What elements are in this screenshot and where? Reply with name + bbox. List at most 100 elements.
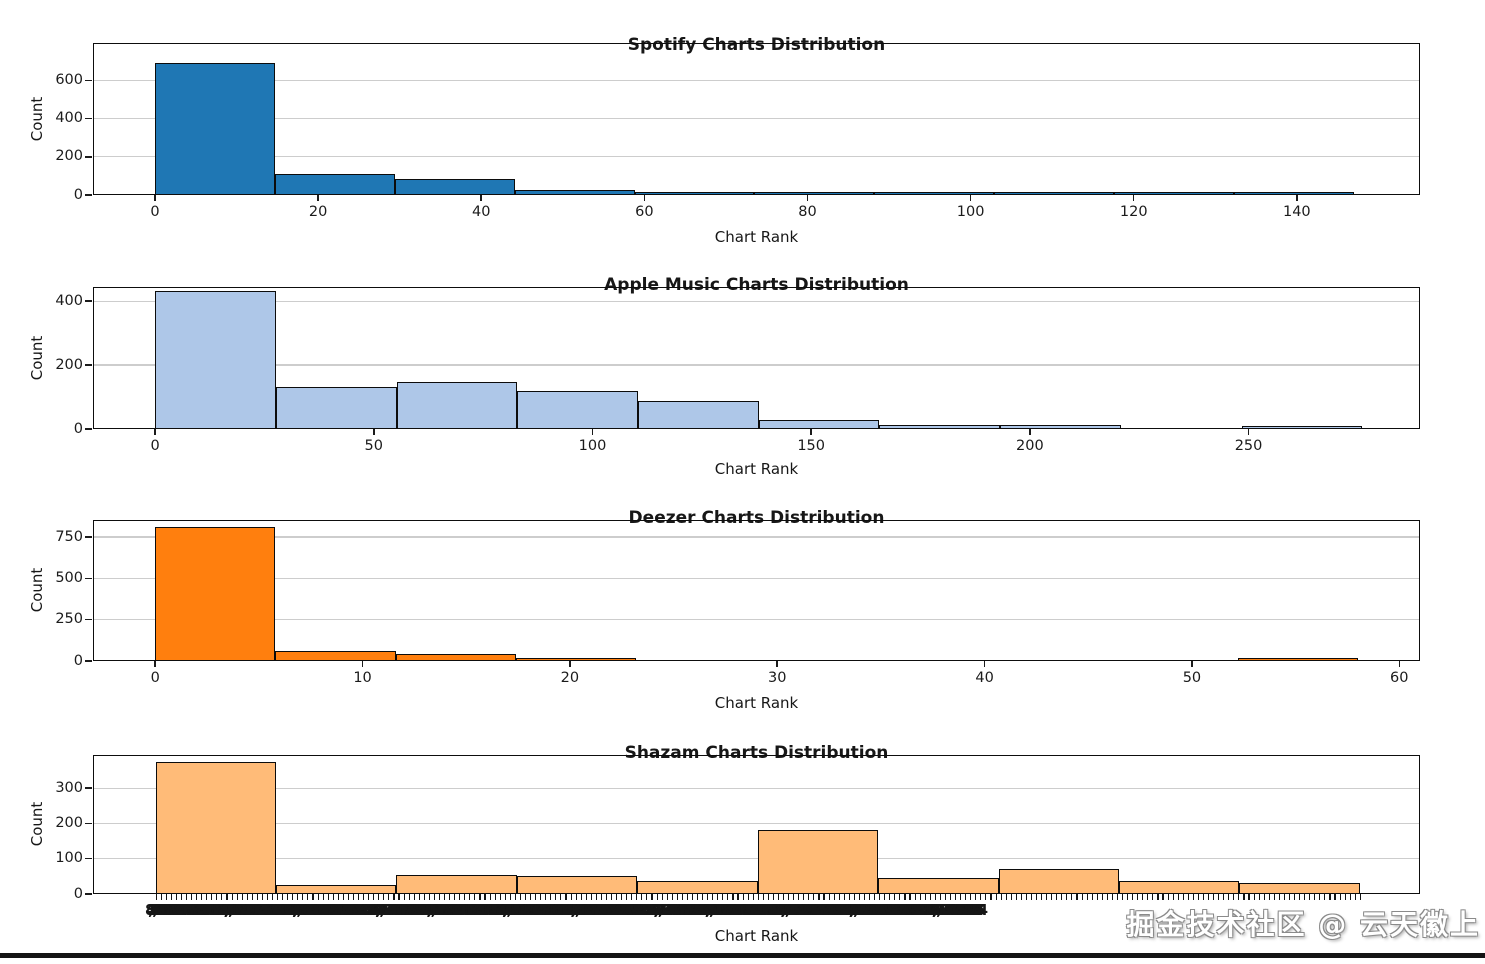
- x-minor-tick: [307, 894, 309, 900]
- x-minor-tick: [1051, 894, 1053, 900]
- x-minor-tick: [1127, 894, 1129, 900]
- x-minor-tick: [408, 894, 410, 900]
- gridline: [93, 577, 1420, 579]
- x-minor-tick: [1288, 894, 1291, 900]
- x-minor-tick: [1132, 894, 1134, 900]
- x-minor-tick: [191, 894, 193, 900]
- y-tick-label: 200: [55, 814, 83, 831]
- x-minor-tick: [1192, 894, 1194, 900]
- x-tick: [317, 195, 319, 201]
- x-minor-tick: [1162, 894, 1164, 900]
- y-tick: [85, 364, 92, 366]
- x-minor-tick: [1187, 894, 1189, 900]
- x-tick: [154, 429, 156, 435]
- x-minor-tick: [621, 894, 623, 900]
- x-minor-tick: [1046, 894, 1048, 900]
- x-minor-tick: [1172, 894, 1174, 900]
- x-minor-tick: [742, 894, 744, 900]
- x-minor-tick: [297, 894, 299, 900]
- x-minor-tick: [1167, 894, 1169, 900]
- y-tick: [85, 787, 92, 789]
- x-minor-tick: [570, 894, 572, 900]
- x-minor-tick: [1076, 894, 1078, 900]
- x-minor-tick: [843, 894, 845, 900]
- x-minor-tick: [1233, 894, 1235, 900]
- y-tick: [85, 822, 92, 825]
- x-minor-tick: [960, 894, 962, 900]
- x-tick-label: 10: [353, 670, 372, 686]
- x-minor-tick: [889, 894, 891, 900]
- x-minor-tick: [383, 894, 385, 900]
- x-minor-tick: [428, 894, 430, 900]
- x-minor-tick: [175, 894, 177, 900]
- x-minor-tick: [1142, 894, 1144, 900]
- x-minor-tick: [666, 894, 668, 900]
- gridline: [93, 79, 1420, 81]
- x-tick-label: 120: [1119, 204, 1148, 220]
- y-tick: [85, 79, 92, 82]
- x-minor-tick: [1071, 894, 1073, 900]
- x-tick: [154, 661, 156, 667]
- y-tick: [85, 857, 92, 860]
- x-minor-tick: [499, 894, 501, 900]
- x-minor-tick: [1061, 894, 1063, 900]
- x-tick: [569, 661, 571, 667]
- x-minor-tick: [1223, 894, 1225, 900]
- chart-title: Shazam Charts Distribution: [624, 743, 889, 764]
- histogram-bar: [879, 424, 1001, 429]
- x-minor-tick: [737, 894, 739, 900]
- x-minor-tick: [1157, 894, 1159, 900]
- x-tick-label: 250: [1234, 438, 1263, 454]
- x-minor-tick: [180, 894, 182, 900]
- x-minor-tick: [211, 894, 213, 900]
- x-minor-tick: [474, 894, 476, 900]
- x-minor-tick: [165, 894, 167, 900]
- x-minor-tick: [717, 894, 719, 900]
- x-minor-tick: [317, 894, 319, 900]
- x-minor-tick: [1086, 894, 1088, 900]
- histogram-bar: [878, 878, 999, 894]
- x-minor-tick: [874, 894, 876, 900]
- x-minor-tick: [1268, 894, 1270, 900]
- x-minor-tick: [702, 894, 704, 900]
- histogram-bar: [637, 401, 759, 429]
- x-axis-label: Chart Rank: [714, 228, 799, 246]
- y-tick-label: 400: [55, 110, 83, 127]
- histogram-bar: [155, 761, 277, 894]
- x-minor-tick: [1197, 894, 1199, 900]
- x-tick-label: 50: [1182, 670, 1202, 686]
- histogram-bar: [1234, 192, 1354, 195]
- x-minor-tick: [216, 894, 218, 900]
- x-minor-tick: [206, 894, 208, 900]
- gridline: [93, 536, 1420, 538]
- plot-frame: [93, 755, 1420, 894]
- x-minor-tick: [266, 894, 269, 900]
- x-axis-label: Chart Rank: [714, 694, 799, 712]
- x-minor-tick: [808, 894, 810, 900]
- x-minor-tick: [1253, 894, 1255, 900]
- x-minor-tick: [585, 894, 587, 900]
- x-minor-tick: [848, 894, 850, 900]
- x-minor-tick: [327, 894, 329, 900]
- x-tick: [969, 195, 972, 201]
- x-minor-tick: [631, 894, 633, 900]
- x-minor-tick: [1202, 894, 1205, 900]
- histogram-bar: [517, 390, 638, 429]
- x-tick: [643, 195, 646, 201]
- x-tick: [1191, 661, 1193, 667]
- x-minor-tick: [332, 894, 334, 900]
- x-minor-tick: [1309, 894, 1311, 900]
- x-minor-tick: [560, 894, 562, 900]
- x-minor-tick: [777, 894, 780, 900]
- x-minor-tick: [833, 894, 835, 900]
- x-minor-tick: [322, 894, 324, 900]
- x-minor-tick: [1182, 894, 1184, 900]
- plot-area: 0 250 500 750 0 10 20 30 40 50 60: [55, 520, 1420, 686]
- x-minor-tick: [1228, 894, 1230, 900]
- x-minor-tick: [939, 894, 941, 900]
- x-tick: [154, 195, 156, 201]
- x-minor-tick: [767, 894, 769, 900]
- x-minor-tick: [975, 894, 977, 900]
- x-minor-tick: [732, 894, 734, 900]
